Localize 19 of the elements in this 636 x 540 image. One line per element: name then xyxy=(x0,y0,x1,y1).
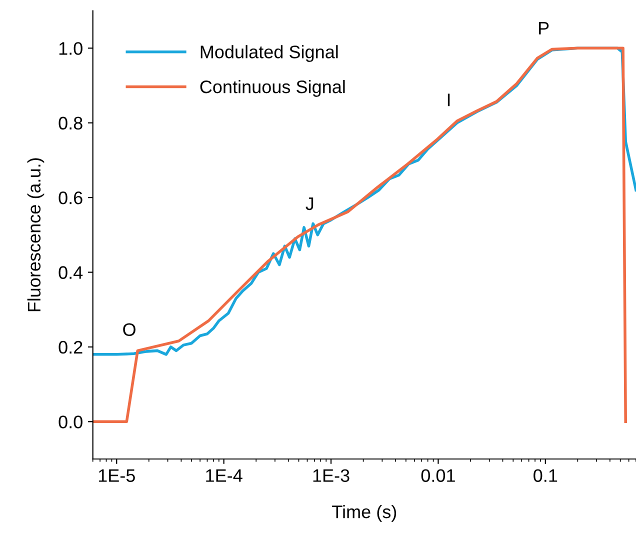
legend-label: Continuous Signal xyxy=(200,80,345,97)
y-tick-label: 0.2 xyxy=(58,340,82,354)
y-axis-title: Fluorescence (a.u.) xyxy=(27,158,44,312)
x-tick-label: 1E-4 xyxy=(206,469,242,482)
y-tick-label: 0.6 xyxy=(58,191,82,204)
y-tick-label: 0.0 xyxy=(58,416,82,428)
x-tick-label: 0.01 xyxy=(421,469,455,482)
annotation: P xyxy=(539,22,549,34)
annotation: J xyxy=(306,198,314,210)
y-tick-label: 0.8 xyxy=(58,116,82,130)
x-tick-label: 0.1 xyxy=(534,469,558,482)
y-tick-label: 1.0 xyxy=(59,42,82,55)
x-tick-label: 1E-3 xyxy=(313,469,350,482)
x-tick-label: 1E-5 xyxy=(98,469,135,482)
annotation: I xyxy=(448,94,450,106)
y-tick-label: 0.4 xyxy=(58,266,83,279)
annotation: O xyxy=(123,323,136,336)
x-axis-title: Time (s) xyxy=(332,505,396,522)
legend-label: Modulated Signal xyxy=(200,45,338,62)
